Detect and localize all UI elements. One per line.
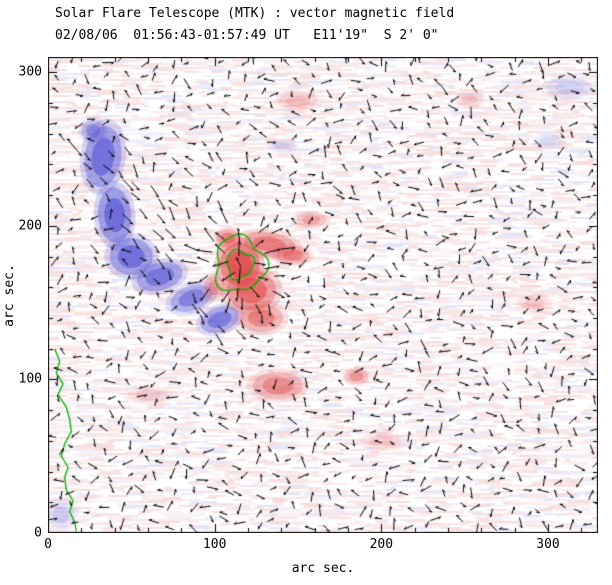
x-tick-label: 100 — [202, 537, 227, 552]
figure-subtitle: 02/08/06 01:56:43-01:57:49 UT E11'19" S … — [55, 28, 439, 43]
y-tick-label: 200 — [18, 218, 42, 234]
x-tick-label: 300 — [536, 537, 560, 552]
y-tick-label: 0 — [34, 525, 42, 541]
x-axis-label: arc sec. — [291, 561, 355, 576]
x-tick-label: 200 — [369, 537, 394, 552]
y-tick-label: 300 — [18, 64, 42, 80]
y-tick-label: 100 — [18, 371, 42, 387]
x-tick-label: 0 — [44, 537, 52, 552]
figure-title: Solar Flare Telescope (MTK) : vector mag… — [55, 6, 455, 21]
y-axis-label-wrap: arc sec. — [0, 57, 18, 533]
magnetogram-canvas — [48, 57, 598, 533]
y-axis-label: arc sec. — [1, 263, 17, 327]
